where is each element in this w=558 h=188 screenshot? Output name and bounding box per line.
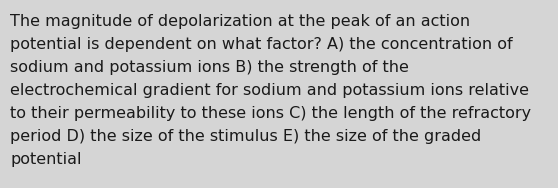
Text: The magnitude of depolarization at the peak of an action: The magnitude of depolarization at the p…	[10, 14, 470, 29]
Text: to their permeability to these ions C) the length of the refractory: to their permeability to these ions C) t…	[10, 106, 531, 121]
Text: electrochemical gradient for sodium and potassium ions relative: electrochemical gradient for sodium and …	[10, 83, 529, 98]
Text: period D) the size of the stimulus E) the size of the graded: period D) the size of the stimulus E) th…	[10, 129, 481, 144]
Text: sodium and potassium ions B) the strength of the: sodium and potassium ions B) the strengt…	[10, 60, 409, 75]
Text: potential: potential	[10, 152, 81, 167]
Text: potential is dependent on what factor? A) the concentration of: potential is dependent on what factor? A…	[10, 37, 513, 52]
